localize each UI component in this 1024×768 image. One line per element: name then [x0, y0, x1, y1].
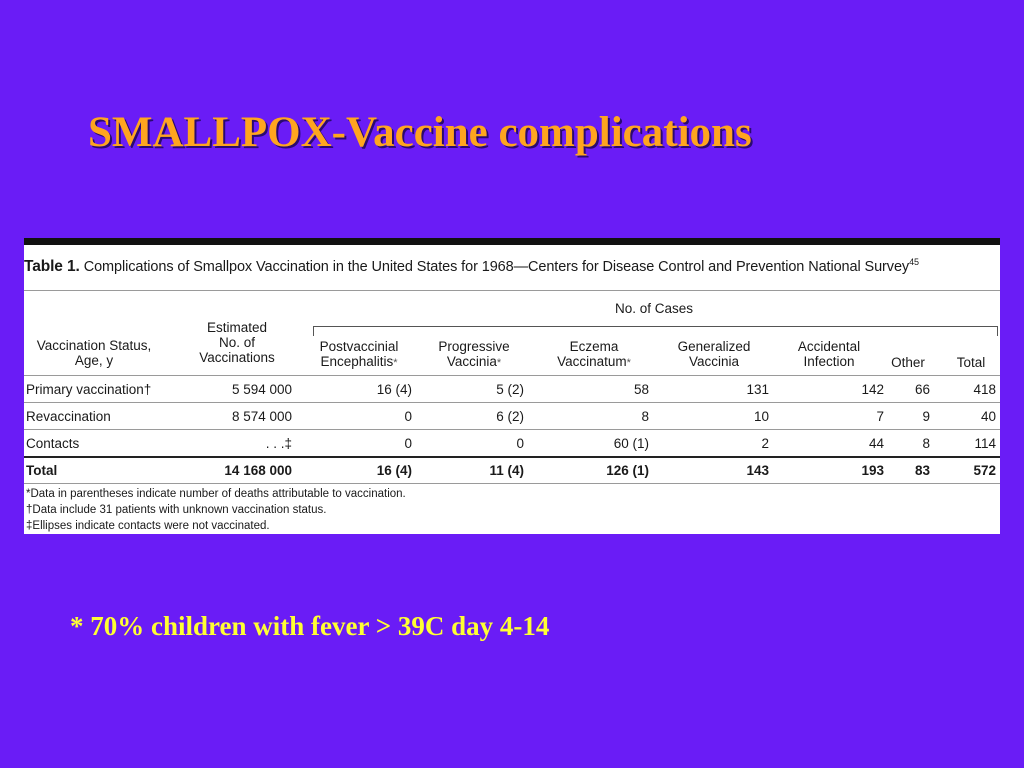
- row-rule-2: [24, 429, 1000, 430]
- row-rule-1: [24, 402, 1000, 403]
- footnote-3: ‡Ellipses indicate contacts were not vac…: [26, 520, 270, 532]
- table-cell: 0: [404, 409, 412, 424]
- caption-rule: [24, 290, 1000, 291]
- column-header-label: Postvaccinial Encephalitis: [319, 339, 399, 369]
- total-rule: [24, 456, 1000, 458]
- column-header-1: Estimated No. of Vaccinations: [182, 320, 292, 365]
- row-label: Total: [26, 463, 58, 478]
- table-cell: 8 574 000: [231, 409, 292, 424]
- table-cell: 126 (1): [606, 463, 649, 478]
- slide-title: SMALLPOX-Vaccine complications: [88, 109, 752, 156]
- column-header-3: Progressive Vaccinia*: [424, 339, 524, 371]
- table-cell: 9: [922, 409, 930, 424]
- footnote-1: *Data in parentheses indicate number of …: [26, 488, 406, 500]
- column-header-footnote-mark: *: [393, 357, 398, 369]
- table-cell: 131: [746, 382, 769, 397]
- footnote-2: †Data include 31 patients with unknown v…: [26, 504, 327, 516]
- table-cell: 193: [861, 463, 884, 478]
- column-header-label: Accidental Infection: [797, 339, 861, 369]
- column-header-2: Postvaccinial Encephalitis*: [304, 339, 414, 371]
- table-cell: 0: [516, 436, 524, 451]
- bottom-note: * 70% children with fever > 39C day 4-14: [70, 611, 550, 641]
- table-cell: 5 594 000: [231, 382, 292, 397]
- table-cell: 7: [876, 409, 884, 424]
- table-caption-text: Complications of Smallpox Vaccination in…: [79, 258, 910, 275]
- table-cell: . . .‡: [265, 436, 292, 451]
- table-cell: 114: [974, 436, 996, 451]
- table-cell: 0: [404, 436, 412, 451]
- table-cell: 58: [633, 382, 649, 397]
- complications-table: Table 1. Complications of Smallpox Vacci…: [24, 238, 1000, 534]
- table-cell: 16 (4): [376, 463, 412, 478]
- table-cell: 8: [641, 409, 649, 424]
- group-header-cases: No. of Cases: [614, 301, 694, 316]
- row-label: Contacts: [26, 436, 80, 451]
- table-cell: 44: [868, 436, 884, 451]
- footnote-rule: [24, 483, 1000, 484]
- table-cell: 11 (4): [489, 463, 524, 478]
- table-cell: 8: [922, 436, 930, 451]
- column-header-footnote-mark: *: [496, 357, 502, 369]
- group-header-bracket: [313, 326, 998, 336]
- table-cell: 143: [746, 463, 769, 478]
- table-cell: 6 (2): [496, 409, 524, 424]
- table-caption-lead: Table 1.: [24, 257, 80, 275]
- column-header-label: Eczema Vaccinatum: [557, 339, 627, 369]
- column-header-label: Total: [956, 355, 986, 370]
- column-header-4: Eczema Vaccinatum*: [539, 339, 649, 371]
- column-header-label: Progressive Vaccinia: [438, 339, 510, 369]
- table-caption-ref: 45: [909, 257, 919, 267]
- table-cell: 14 168 000: [224, 463, 292, 478]
- table-cell: 418: [973, 382, 996, 397]
- column-header-label: Estimated No. of Vaccinations: [199, 320, 275, 365]
- column-header-0: Vaccination Status, Age, y: [24, 338, 164, 368]
- table-caption: Table 1. Complications of Smallpox Vacci…: [24, 257, 919, 276]
- table-cell: 5 (2): [496, 382, 524, 397]
- header-rule: [24, 375, 1000, 376]
- table-cell: 142: [861, 382, 884, 397]
- column-header-6: Accidental Infection: [774, 339, 884, 369]
- column-header-footnote-mark: *: [626, 357, 631, 369]
- table-cell: 2: [761, 436, 769, 451]
- table-cell: 16 (4): [376, 382, 412, 397]
- table-cell: 572: [973, 463, 996, 478]
- table-cell: 10: [753, 409, 769, 424]
- table-cell: 60 (1): [613, 436, 649, 451]
- column-header-7: Other: [884, 355, 932, 370]
- row-label: Primary vaccination†: [26, 382, 152, 397]
- column-header-label: Other: [891, 355, 925, 370]
- table-cell: 83: [914, 463, 930, 478]
- column-header-5: Generalized Vaccinia: [659, 339, 769, 369]
- column-header-label: Vaccination Status, Age, y: [36, 338, 152, 368]
- column-header-label: Generalized Vaccinia: [677, 339, 751, 369]
- table-cell: 66: [914, 382, 930, 397]
- column-header-8: Total: [944, 355, 998, 370]
- table-cell: 40: [980, 409, 996, 424]
- row-label: Revaccination: [26, 409, 111, 424]
